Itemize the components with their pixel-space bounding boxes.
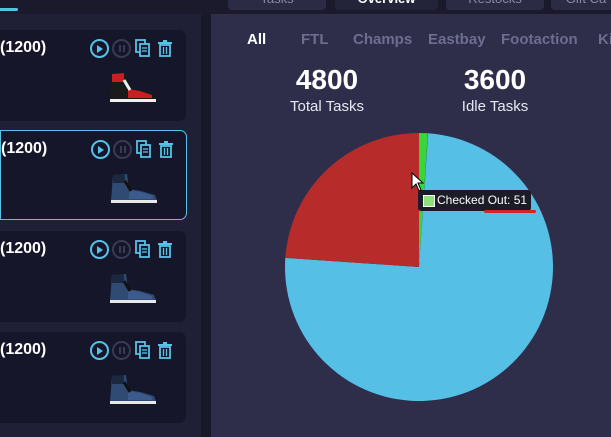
filter-tab-all[interactable]: All (247, 31, 267, 48)
tooltip-swatch (423, 195, 435, 207)
red-underline-annotation (484, 210, 536, 213)
copy-icon[interactable] (136, 140, 151, 158)
play-icon[interactable] (91, 140, 110, 159)
task-title: (1200) (1, 140, 48, 157)
chart-tooltip: Checked Out: 51 (418, 190, 531, 211)
pause-icon[interactable] (112, 39, 131, 58)
task-title: (1200) (0, 341, 47, 358)
tab-tasks[interactable]: Tasks (228, 0, 326, 10)
copy-icon[interactable] (135, 240, 150, 258)
task-card[interactable]: (1200) (0, 30, 186, 121)
task-card-selected[interactable]: (1200) (0, 130, 187, 220)
task-card[interactable]: (1200) (0, 231, 186, 322)
total-tasks-value: 4800 (295, 64, 359, 95)
tab-restocks[interactable]: Restocks (446, 0, 544, 10)
overview-panel (211, 14, 611, 437)
task-title: (1200) (0, 39, 47, 56)
tab-gift-cards[interactable]: Gift Ca (551, 0, 611, 10)
trash-icon[interactable] (158, 40, 172, 57)
play-icon[interactable] (90, 341, 109, 360)
task-list: (1200) (1200) (0, 14, 200, 437)
top-tab-bar: Tasks Overview Restocks Gift Ca (0, 0, 611, 14)
filter-tab-kids[interactable]: Ki (598, 31, 611, 48)
trash-icon[interactable] (159, 141, 173, 158)
pause-icon[interactable] (112, 341, 131, 360)
task-card[interactable]: (1200) (0, 332, 186, 423)
sneaker-image (110, 73, 156, 102)
copy-icon[interactable] (135, 39, 150, 57)
mouse-cursor-icon (411, 172, 425, 192)
idle-tasks-label: Idle Tasks (461, 98, 529, 115)
tab-overview[interactable]: Overview (335, 0, 438, 10)
filter-tab-eastbay[interactable]: Eastbay (428, 31, 486, 48)
pause-icon[interactable] (112, 240, 131, 259)
trash-icon[interactable] (158, 342, 172, 359)
filter-tab-footaction[interactable]: Footaction (501, 31, 578, 48)
tooltip-text: Checked Out: 51 (437, 193, 528, 207)
play-icon[interactable] (90, 39, 109, 58)
total-tasks-label: Total Tasks (290, 98, 364, 115)
filter-tab-ftl[interactable]: FTL (301, 31, 329, 48)
sneaker-image (110, 274, 156, 303)
sneaker-image (111, 174, 157, 203)
filter-tab-champs[interactable]: Champs (353, 31, 413, 48)
trash-icon[interactable] (158, 241, 172, 258)
pause-icon[interactable] (113, 140, 132, 159)
idle-tasks-value: 3600 (463, 64, 527, 95)
task-title: (1200) (0, 240, 47, 257)
copy-icon[interactable] (135, 341, 150, 359)
sneaker-image (110, 375, 156, 404)
menu-icon[interactable] (0, 8, 18, 11)
panel-divider (201, 14, 211, 437)
play-icon[interactable] (90, 240, 109, 259)
